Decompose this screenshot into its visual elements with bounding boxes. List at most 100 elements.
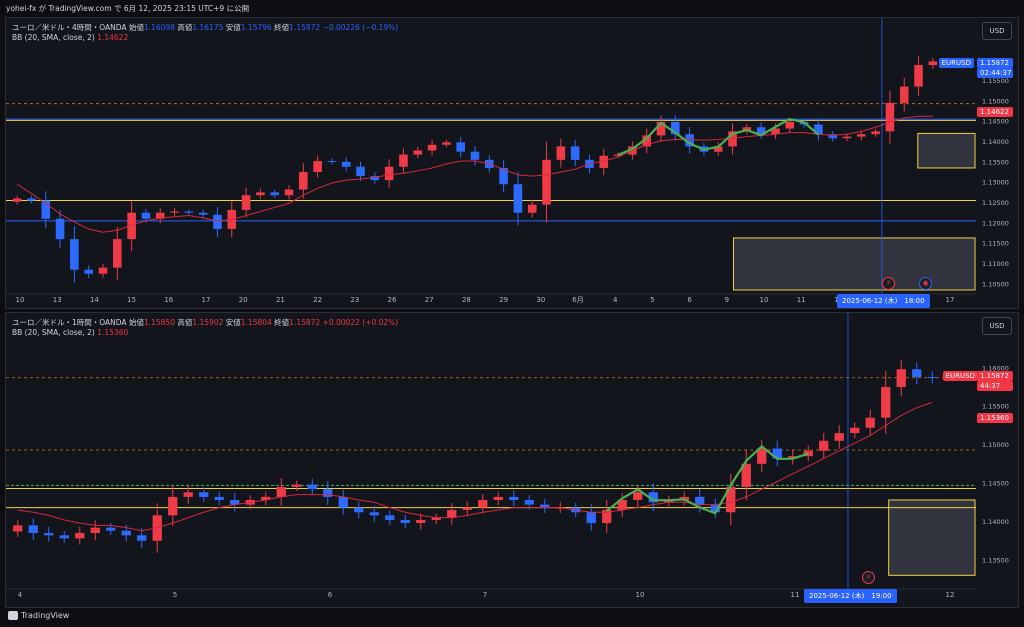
- price-scale-label: 1.13500: [982, 556, 1009, 564]
- candle: [771, 128, 780, 135]
- bb-price-tag: 1.15360: [977, 413, 1013, 423]
- candle: [41, 200, 51, 219]
- candle: [384, 166, 394, 181]
- price-scale-label: 1.14500: [982, 480, 1009, 488]
- candle: [556, 146, 566, 160]
- tradingview-brand: TradingView: [21, 611, 70, 620]
- price-scale-label: 1.12500: [982, 199, 1009, 207]
- lightning-event-icon[interactable]: ⚡: [882, 277, 895, 290]
- time-axis-label: 6月: [572, 296, 583, 304]
- price-scale-label: 1.14500: [982, 118, 1009, 126]
- time-axis-label: 23: [350, 296, 359, 304]
- symbol-title[interactable]: ユーロ／米ドル・4時間・OANDA: [12, 23, 127, 32]
- time-axis-label: 27: [425, 296, 434, 304]
- time-axis-label: 26: [388, 296, 397, 304]
- low-value: 1.15796: [240, 23, 272, 32]
- bb-value: 1.14622: [97, 33, 129, 42]
- chart-panel-4h[interactable]: 1.160001.155001.150001.145001.140001.135…: [5, 17, 1019, 309]
- time-axis-label: 29: [499, 296, 508, 304]
- open-value: 1.16098: [143, 23, 175, 32]
- candle: [850, 427, 860, 434]
- time-axis-label: 28: [462, 296, 471, 304]
- tradingview-logo[interactable]: TradingView: [8, 611, 69, 620]
- candle: [354, 507, 364, 513]
- candle: [842, 136, 852, 139]
- lightning-event-icon[interactable]: ⚡: [862, 571, 875, 584]
- legend-bb-4h[interactable]: BB (20, SMA, close, 2) 1.14622: [12, 33, 128, 42]
- candle: [865, 417, 875, 428]
- candle: [617, 499, 627, 510]
- candle: [442, 142, 451, 145]
- price-scale-label: 1.15500: [982, 77, 1009, 85]
- candle: [55, 218, 65, 240]
- candle: [756, 127, 766, 135]
- time-axis-label: 7: [483, 591, 487, 599]
- candle: [292, 484, 302, 487]
- currency-button[interactable]: USD: [982, 317, 1012, 335]
- time-axis-label: 21: [276, 296, 285, 304]
- time-axis-label: 11: [797, 296, 806, 304]
- candle: [427, 144, 437, 151]
- candle: [456, 142, 465, 152]
- chart-canvas-1h[interactable]: 1.16000 1.15500 1.15000 1.14500 1.14000 1.135…: [6, 313, 1018, 607]
- candle: [509, 496, 519, 500]
- candle: [788, 456, 798, 459]
- target-zone: [733, 237, 976, 291]
- bb-label: BB (20, SMA, close, 2): [12, 328, 95, 337]
- currency-button[interactable]: USD: [982, 22, 1012, 40]
- candle: [834, 433, 844, 441]
- candle: [478, 499, 488, 508]
- candle: [327, 161, 337, 163]
- candle: [84, 269, 93, 274]
- candle: [828, 134, 837, 139]
- legend-bb-1h[interactable]: BB (20, SMA, close, 2) 1.15360: [12, 328, 128, 337]
- time-axis-label: 9: [725, 296, 729, 304]
- symbol-title[interactable]: ユーロ／米ドル・1時間・OANDA: [12, 318, 127, 327]
- candle: [814, 124, 823, 135]
- time-axis-label: 12: [946, 591, 955, 599]
- candle: [493, 496, 503, 500]
- time-axis-label: 20: [239, 296, 248, 304]
- close-value: 1.15872: [289, 318, 321, 327]
- time-axis-label: 17: [202, 296, 211, 304]
- candle: [524, 499, 534, 505]
- candle: [307, 484, 317, 490]
- time-axis-label: 22: [313, 296, 322, 304]
- candle: [648, 492, 658, 503]
- candle: [803, 450, 813, 457]
- candle: [356, 166, 365, 177]
- candle: [170, 211, 179, 213]
- target-zone: [888, 499, 976, 576]
- candle: [168, 496, 178, 516]
- candle: [613, 154, 623, 156]
- high-label: 高値: [177, 23, 193, 32]
- price-scale-label: 1.10500: [982, 280, 1009, 288]
- candle: [899, 86, 909, 103]
- candle: [13, 525, 23, 532]
- candle: [127, 212, 136, 240]
- high-value: 1.15902: [192, 318, 224, 327]
- countdown-tag: 02:44:37: [977, 68, 1013, 78]
- candle: [323, 489, 333, 497]
- candle: [881, 386, 891, 418]
- chart-panel-1h[interactable]: 1.16000 1.15500 1.15000 1.14500 1.14000 1.135…: [5, 312, 1019, 608]
- chart-canvas-4h[interactable]: 1.160001.155001.150001.145001.140001.135…: [6, 18, 1018, 308]
- candle: [413, 150, 423, 155]
- time-axis-label: 11: [791, 591, 800, 599]
- open-label: 始値: [128, 23, 144, 32]
- candle: [470, 151, 480, 160]
- time-axis-label: 6: [687, 296, 692, 304]
- price-tag: 1.15872: [977, 371, 1013, 381]
- flag-event-icon[interactable]: ◉: [919, 277, 932, 290]
- candle: [75, 533, 85, 539]
- price-scale-label: 1.13000: [982, 179, 1009, 187]
- publish-header-text: yohei-fx が TradingView.com で 6月 12, 2025…: [6, 4, 250, 13]
- candle: [213, 214, 222, 229]
- time-axis-label: 14: [90, 296, 99, 304]
- candle: [586, 512, 596, 524]
- candle: [106, 527, 116, 531]
- time-axis-label: 5: [650, 296, 654, 304]
- candle: [928, 61, 938, 66]
- candle: [885, 102, 895, 132]
- candle: [570, 146, 580, 160]
